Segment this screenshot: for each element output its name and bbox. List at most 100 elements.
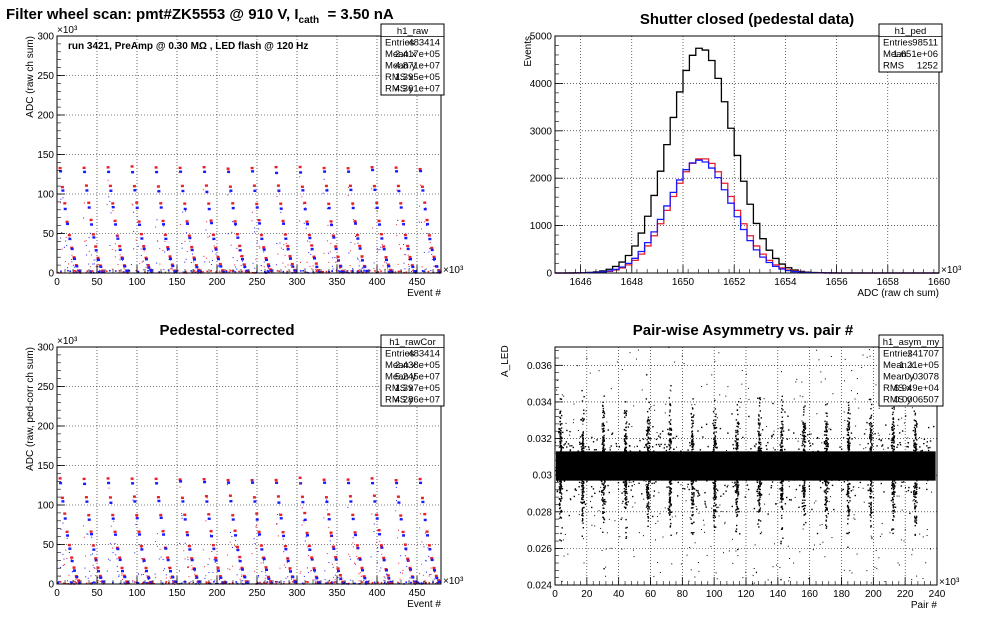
point-spike xyxy=(914,486,917,489)
point-spike xyxy=(713,509,715,511)
point-baseline xyxy=(75,271,77,273)
point-spike xyxy=(760,482,763,484)
point-spike xyxy=(735,419,738,421)
point-spike xyxy=(802,426,805,428)
point xyxy=(564,457,567,459)
point xyxy=(580,467,582,469)
scatter-points xyxy=(57,476,441,585)
point-red xyxy=(235,545,239,549)
point xyxy=(726,478,729,481)
point-blue xyxy=(277,189,281,192)
point-sparse xyxy=(263,251,265,253)
point-blue xyxy=(210,534,214,538)
point-spike xyxy=(625,486,627,489)
point-sparse xyxy=(60,237,62,239)
point xyxy=(648,495,650,498)
point xyxy=(559,470,561,473)
point-red xyxy=(437,579,441,582)
point-sparse xyxy=(169,259,171,261)
point-spike xyxy=(871,429,873,431)
point-red xyxy=(65,220,69,224)
point-sparse xyxy=(347,506,349,508)
point-spike xyxy=(714,435,716,437)
point-spike xyxy=(759,410,762,412)
point xyxy=(871,466,873,468)
point-red xyxy=(139,544,143,548)
point-spike xyxy=(625,481,627,483)
point-spike xyxy=(870,446,872,448)
point-red xyxy=(94,245,98,248)
point-spike xyxy=(893,434,895,437)
point-red xyxy=(132,184,136,188)
point-spike xyxy=(667,508,669,510)
point-spike xyxy=(804,478,806,480)
point xyxy=(815,464,818,466)
point-spike xyxy=(760,494,762,497)
point-sparse xyxy=(237,548,239,550)
point-spike xyxy=(892,504,894,507)
point-spike xyxy=(871,481,873,483)
point-red xyxy=(252,184,256,187)
point-spike xyxy=(735,499,737,501)
point-spike xyxy=(560,445,563,448)
point-baseline xyxy=(413,581,416,584)
point-spike xyxy=(848,441,850,444)
point-sparse xyxy=(214,579,216,581)
point-red xyxy=(259,544,263,547)
point-blue xyxy=(284,237,288,240)
point-spike xyxy=(582,453,584,456)
point-baseline xyxy=(75,582,77,584)
point-spike xyxy=(802,453,805,456)
point-spike xyxy=(803,478,805,481)
point-spike xyxy=(825,525,828,528)
point-blue xyxy=(269,269,273,273)
point-sparse xyxy=(390,581,392,583)
point-spike xyxy=(648,482,650,484)
point xyxy=(611,433,613,436)
point-sparse xyxy=(377,546,379,548)
point xyxy=(669,462,671,464)
point-spike xyxy=(779,488,781,490)
point-spike xyxy=(827,438,829,440)
point-spike xyxy=(847,444,849,447)
point-baseline xyxy=(292,581,294,583)
stats-row-value: 98511 xyxy=(912,38,938,49)
point xyxy=(911,462,913,465)
point xyxy=(613,470,615,472)
point xyxy=(903,481,905,483)
point xyxy=(652,515,654,518)
point-spike xyxy=(649,495,651,497)
point-spike xyxy=(645,445,648,447)
point-spike xyxy=(648,442,651,444)
point-spike xyxy=(846,429,849,432)
point-red xyxy=(231,202,235,205)
point-spike xyxy=(914,437,917,439)
point-spike xyxy=(915,515,918,518)
point-spike xyxy=(647,418,649,421)
point-spike xyxy=(581,449,583,451)
point-spike xyxy=(780,481,782,483)
point xyxy=(693,472,695,475)
point-spike xyxy=(891,437,894,439)
point-sparse xyxy=(234,544,236,546)
point-spike xyxy=(714,481,716,483)
point-sparse xyxy=(167,567,169,569)
point-sparse xyxy=(261,265,263,267)
point xyxy=(798,468,800,471)
point xyxy=(622,500,624,503)
point xyxy=(691,476,693,479)
point xyxy=(927,471,930,473)
point-red xyxy=(82,477,86,481)
point xyxy=(805,469,807,471)
point-spike xyxy=(825,434,827,436)
point xyxy=(655,443,658,446)
y-tick-label: 150 xyxy=(37,150,54,161)
point xyxy=(898,474,900,476)
point xyxy=(746,459,749,462)
point-sparse xyxy=(147,579,149,581)
point-red xyxy=(329,531,333,534)
point-spike xyxy=(601,491,603,493)
point-red xyxy=(180,184,184,188)
point-baseline xyxy=(100,271,103,274)
